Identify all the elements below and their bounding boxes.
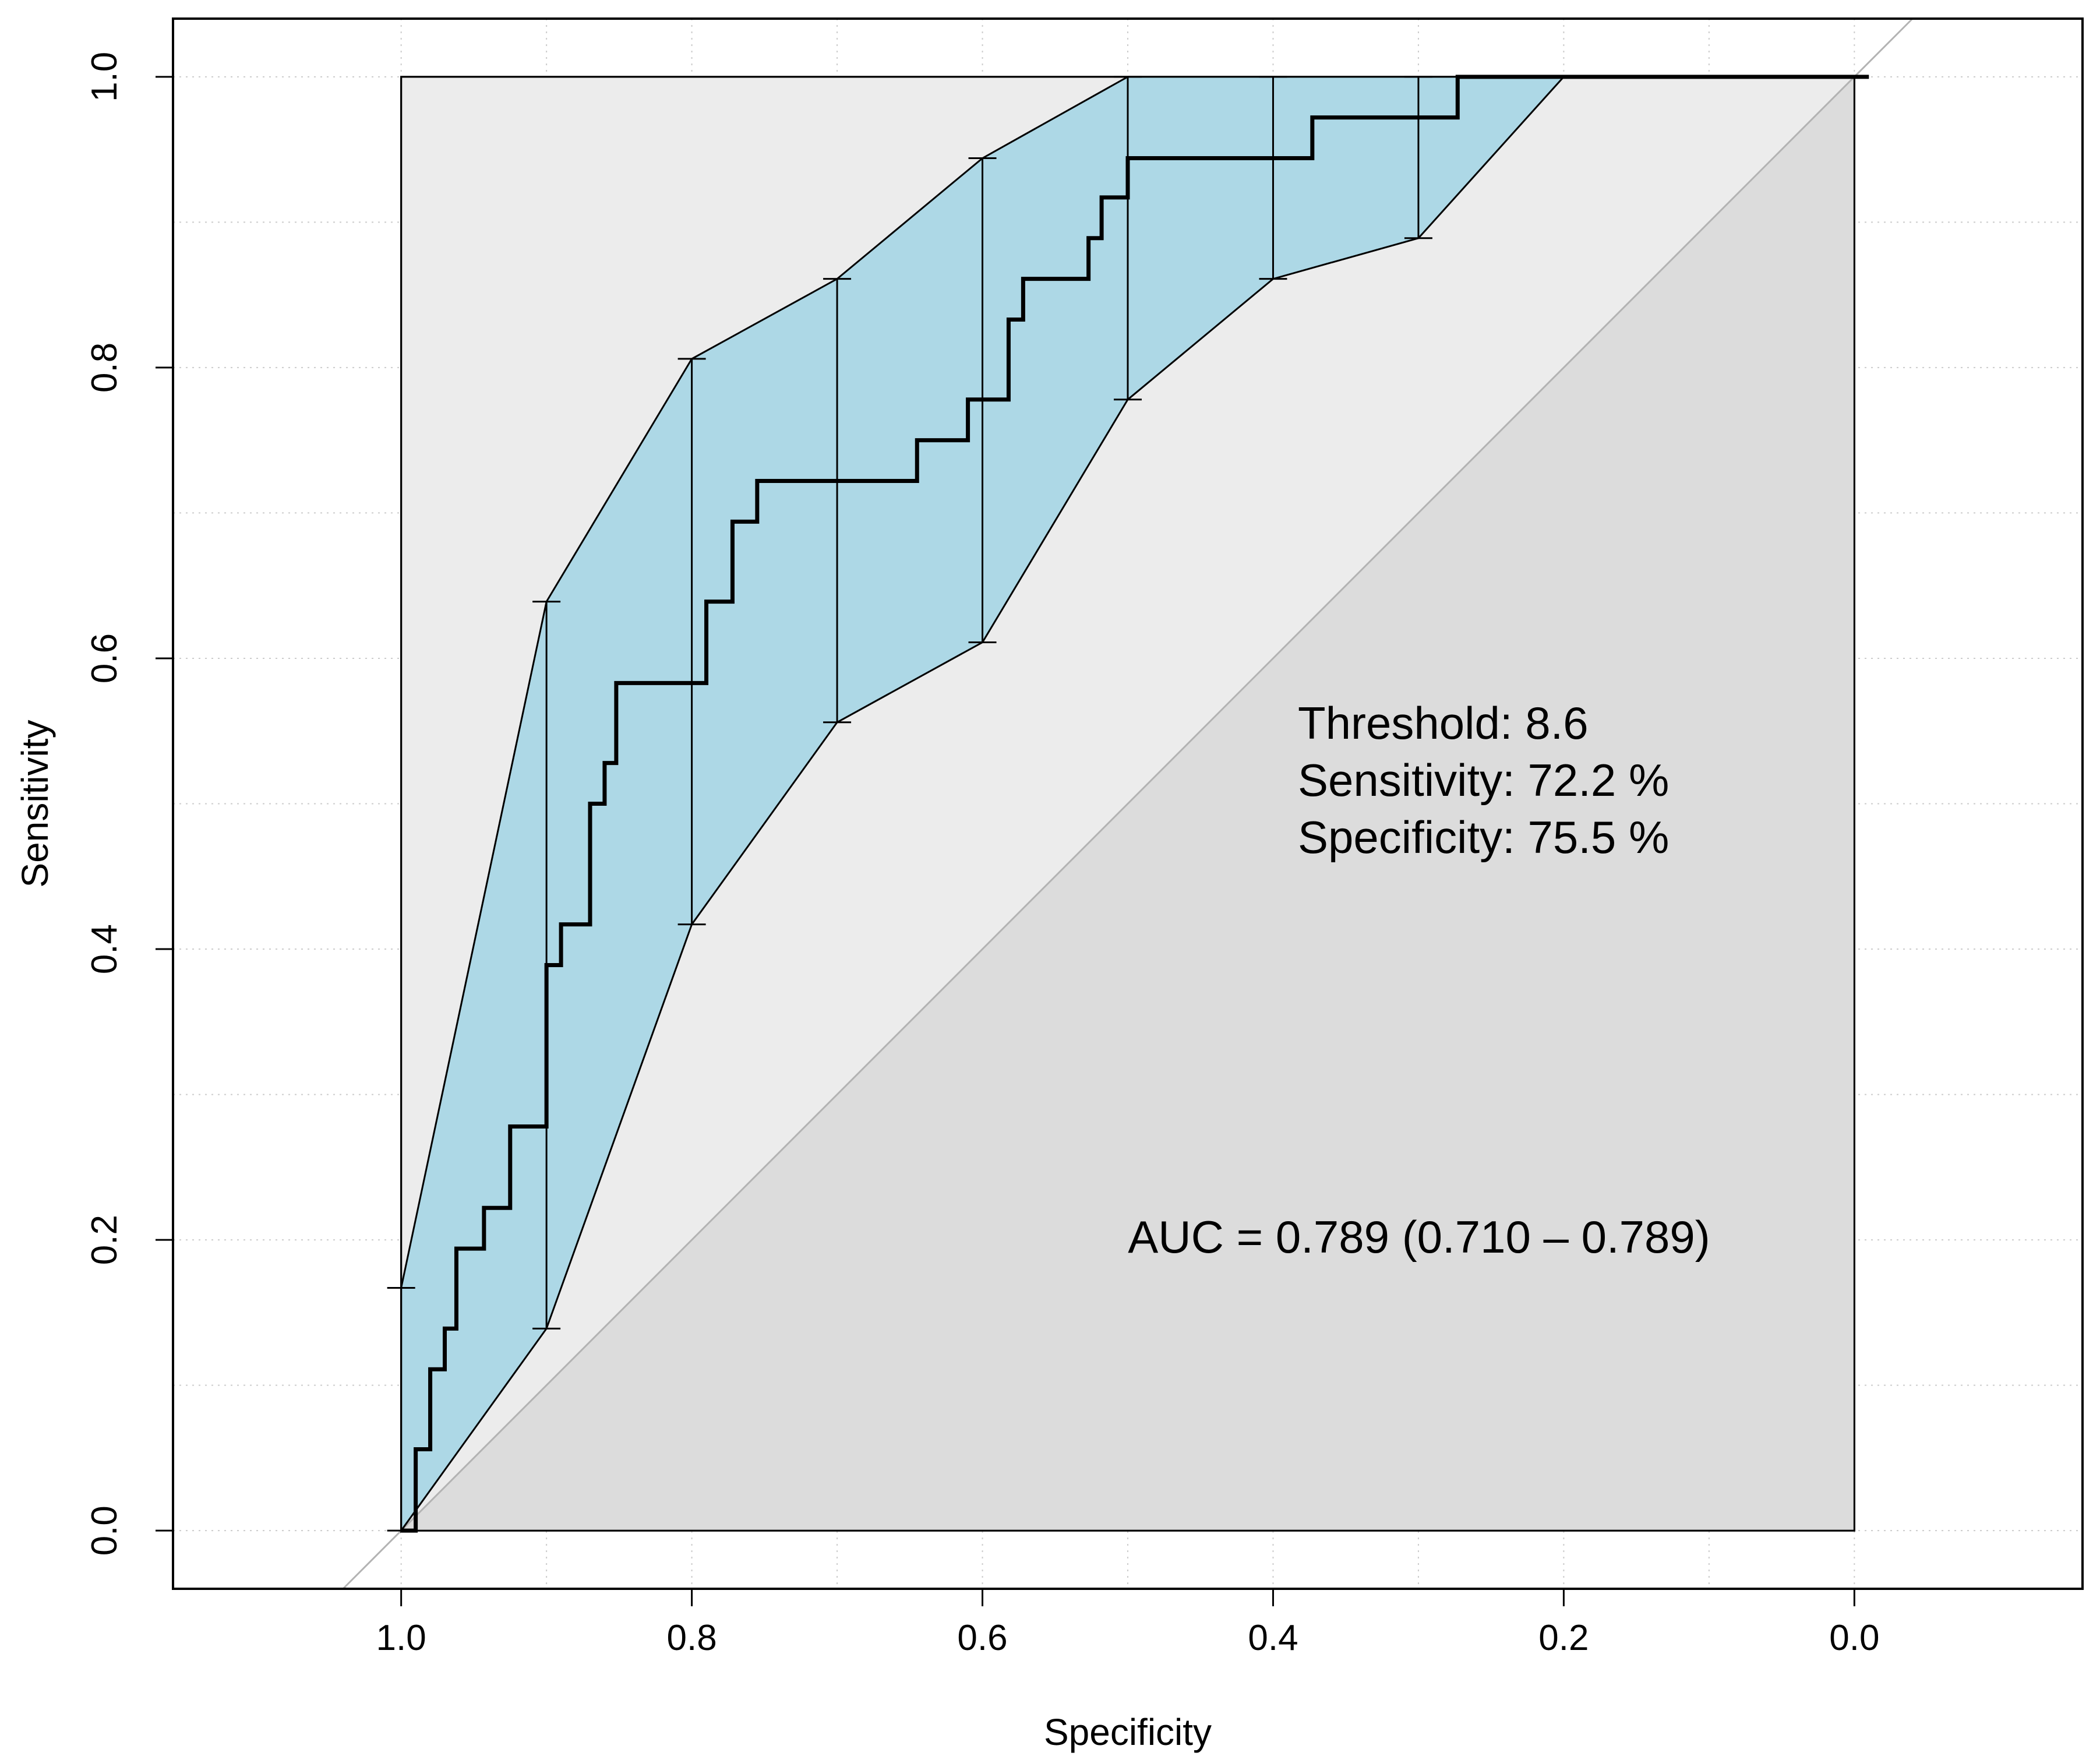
- y-axis-label: Sensitivity: [14, 720, 56, 887]
- x-tick-label: 0.2: [1538, 1618, 1589, 1658]
- specificity-annotation: Specificity: 75.5 %: [1298, 812, 1669, 863]
- y-tick-label: 0.2: [84, 1215, 125, 1265]
- threshold-annotation: Threshold: 8.6: [1298, 697, 1589, 749]
- x-tick-label: 1.0: [376, 1618, 426, 1658]
- y-tick-label: 0.4: [84, 924, 125, 974]
- x-tick-label: 0.6: [957, 1618, 1007, 1658]
- plot-frame: [172, 17, 2084, 1590]
- x-tick-label: 0.0: [1829, 1618, 1879, 1658]
- axes: 1.0 0.8 0.6 0.4 0.2 0.0 0.0 0.2 0.4 0.6 0.8 1.0: [84, 17, 2084, 1658]
- x-tick-label: 0.8: [666, 1618, 717, 1658]
- x-axis-label: Specificity: [1044, 1711, 1212, 1753]
- y-tick-label: 0.6: [84, 633, 125, 683]
- y-tick-label: 0.0: [84, 1505, 125, 1556]
- x-tick-label: 0.4: [1248, 1618, 1298, 1658]
- auc-annotation: AUC = 0.789 (0.710 – 0.789): [1128, 1211, 1710, 1263]
- chance-diagonal-line: [342, 17, 1914, 1590]
- roc-curve-line: [401, 75, 1869, 1533]
- roc-curve-group: [401, 75, 1869, 1533]
- sensitivity-annotation: Sensitivity: 72.2 %: [1298, 754, 1669, 806]
- y-tick-label: 1.0: [84, 52, 125, 102]
- y-tick-label: 0.8: [84, 343, 125, 393]
